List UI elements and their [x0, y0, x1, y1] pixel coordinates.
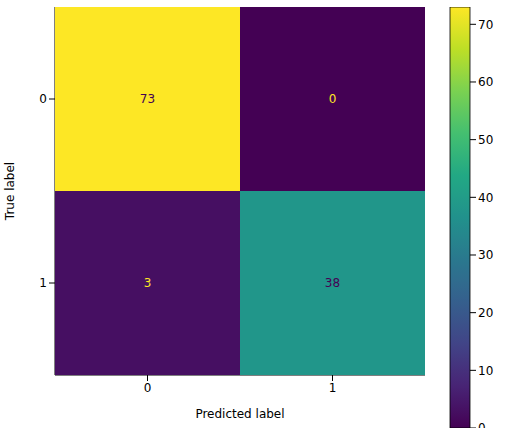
svg-text:0: 0 — [144, 381, 152, 395]
svg-text:10: 10 — [478, 364, 493, 378]
svg-text:Predicted label: Predicted label — [195, 407, 284, 421]
svg-text:38: 38 — [325, 276, 340, 290]
svg-text:True label: True label — [8, 162, 17, 221]
svg-text:73: 73 — [140, 92, 155, 106]
svg-text:70: 70 — [478, 18, 493, 32]
svg-text:40: 40 — [478, 191, 493, 205]
svg-text:60: 60 — [478, 75, 493, 89]
svg-text:1: 1 — [329, 381, 337, 395]
svg-text:3: 3 — [144, 276, 152, 290]
svg-text:0: 0 — [478, 421, 486, 428]
svg-text:20: 20 — [478, 306, 493, 320]
svg-text:30: 30 — [478, 248, 493, 262]
svg-text:50: 50 — [478, 133, 493, 147]
svg-text:1: 1 — [39, 276, 47, 290]
svg-text:0: 0 — [39, 92, 47, 106]
svg-text:0: 0 — [329, 92, 337, 106]
